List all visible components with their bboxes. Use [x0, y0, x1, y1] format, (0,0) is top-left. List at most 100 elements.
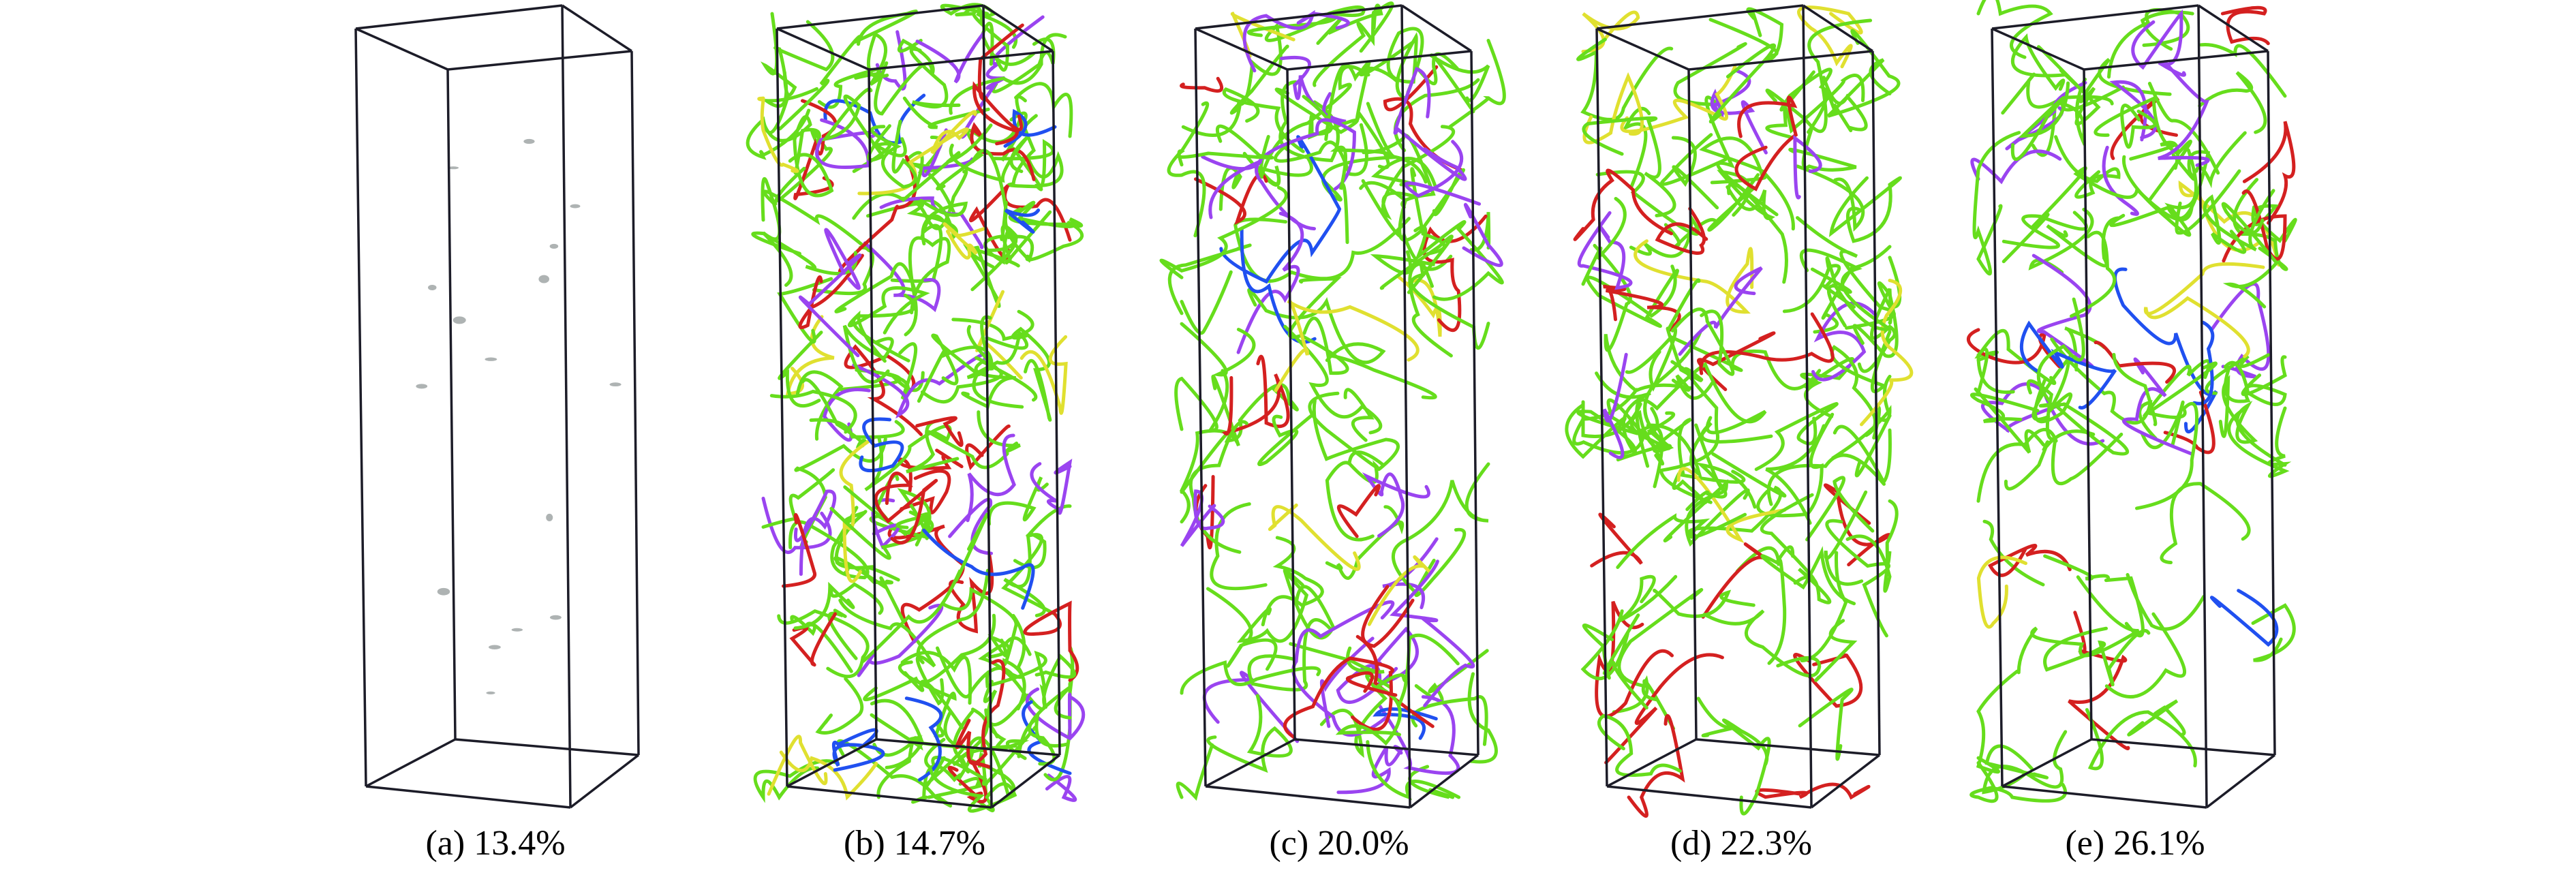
dislocation-line: [1321, 102, 1396, 202]
dislocation-line: [1765, 74, 1865, 139]
dislocation-line: [1663, 218, 1719, 248]
box-edge: [1871, 50, 1881, 756]
dislocation-line: [1414, 527, 1467, 598]
panel-d: [1565, 4, 1914, 818]
dislocation-line: [1325, 505, 1405, 580]
simulation-box-outline: [776, 4, 1061, 809]
dislocation-line: [1760, 545, 1856, 606]
dislocation-line: [1582, 116, 1676, 217]
dislocation-line: [1576, 37, 1674, 121]
dislocation-line: [2017, 575, 2140, 675]
dislocation-line: [1643, 330, 1702, 475]
panel-label-e: (e) 26.1%: [2065, 824, 2205, 863]
dislocation-line: [1685, 462, 1757, 511]
dislocation-line: [1467, 672, 1498, 764]
dislocation-line: [1176, 124, 1274, 167]
dislocation-line: [1257, 413, 1315, 466]
dislocation-line: [2220, 5, 2270, 46]
box-edge: [1596, 4, 1804, 30]
dislocation-line: [1982, 519, 2045, 587]
dislocation-line: [1381, 125, 1456, 221]
dislocation-line: [1760, 493, 1832, 604]
dislocation-line: [824, 228, 861, 290]
dislocation-line: [790, 615, 853, 673]
dislocation-line: [900, 651, 972, 705]
dislocation-line: [1620, 65, 1737, 134]
dislocation-line: [2205, 353, 2271, 395]
box-edge: [876, 738, 1060, 756]
dislocation-line: [1237, 12, 1340, 106]
dislocation-line: [1001, 533, 1056, 617]
dislocation-line: [2140, 400, 2185, 450]
dislocation-line: [761, 115, 834, 198]
defect-speck: [523, 138, 535, 144]
dislocation-line: [977, 410, 1021, 453]
dislocation-line: [2221, 202, 2279, 309]
dislocation-line: [2127, 699, 2186, 737]
dislocation-line: [859, 417, 904, 473]
box-edge: [1596, 27, 1689, 71]
box-edge: [1810, 754, 1881, 809]
box-edge: [1606, 738, 1697, 788]
dislocation-line: [1734, 95, 1798, 191]
dislocation-line: [2068, 611, 2130, 750]
dislocation-line: [965, 424, 1011, 471]
dislocation-line: [1206, 587, 1278, 671]
dislocation-network: [1967, 0, 2297, 803]
box-edge: [1286, 69, 1296, 740]
dislocation-line: [1697, 331, 1776, 391]
dislocation-line: [1814, 619, 1858, 682]
dislocation-line: [906, 418, 960, 474]
dislocation-line: [870, 119, 917, 189]
dislocation-line: [874, 472, 938, 545]
dislocation-line: [2223, 360, 2287, 406]
dislocation-line: [793, 581, 855, 630]
dislocation-line: [2004, 429, 2096, 491]
dislocation-line: [761, 468, 835, 529]
dislocation-line: [1974, 348, 2046, 454]
dislocation-line: [793, 489, 837, 576]
box-edge: [354, 28, 367, 787]
dislocation-line: [898, 660, 957, 738]
dislocation-line: [1825, 519, 1890, 638]
dislocation-line: [844, 344, 923, 436]
dislocation-line: [972, 81, 1024, 146]
dislocation-line: [1180, 322, 1256, 377]
dislocation-line: [1335, 673, 1408, 746]
dislocation-line: [1337, 484, 1381, 538]
box-edge: [1294, 738, 1479, 756]
dislocation-line: [949, 554, 994, 634]
box-edge: [561, 5, 572, 808]
box-edge: [630, 50, 640, 756]
dislocation-line: [916, 568, 990, 664]
dislocation-line: [2085, 708, 2197, 771]
dislocation-network: [416, 138, 622, 694]
dislocation-line: [1795, 164, 1865, 232]
dislocation-line: [1011, 326, 1052, 422]
dislocation-line: [2129, 140, 2180, 170]
dislocation-line: [1242, 151, 1313, 187]
defect-speck: [427, 284, 437, 290]
dislocation-line: [2251, 204, 2297, 243]
dislocation-line: [1176, 743, 1214, 801]
dislocation-line: [1702, 609, 1822, 678]
dislocation-line: [789, 612, 837, 667]
panel-b: [746, 3, 1086, 813]
dislocation-line: [1206, 694, 1293, 773]
dislocation-line: [1755, 782, 1871, 800]
dislocation-line: [2251, 603, 2296, 662]
dislocation-line: [970, 149, 1034, 292]
dislocation-line: [1595, 371, 1651, 455]
dislocation-line: [1210, 502, 1268, 591]
dislocation-line: [2010, 33, 2088, 96]
dislocation-line: [861, 512, 989, 663]
box-edge: [569, 754, 640, 809]
defect-speck: [416, 384, 428, 389]
dislocation-line: [838, 598, 945, 706]
panel-label-d: (d) 22.3%: [1670, 824, 1812, 863]
dislocation-line: [1970, 149, 2062, 185]
dislocation-network: [1159, 1, 1506, 801]
defect-speck: [485, 357, 497, 361]
box-edge: [868, 50, 1054, 71]
dislocation-line: [1735, 546, 1787, 665]
